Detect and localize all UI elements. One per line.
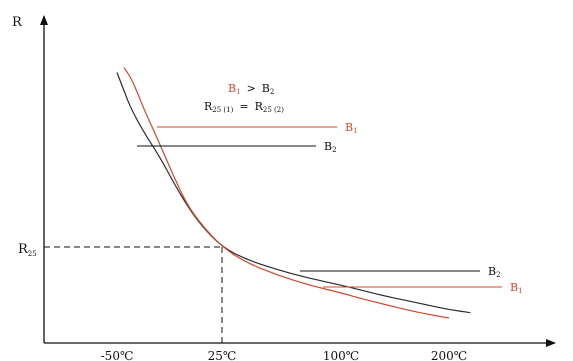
b2-upper-label: B2 <box>324 140 337 154</box>
b1-curve <box>123 67 450 319</box>
x-tick-labels: -50℃ 25℃ 100℃ 200℃ <box>101 349 468 361</box>
r25-label: R25 <box>18 242 37 258</box>
x-tick-label: 200℃ <box>431 349 467 361</box>
x-tick-label: -50℃ <box>101 349 134 361</box>
b1-greater-b2-annotation: B1 > B2 <box>228 82 274 96</box>
x-tick-label: 25℃ <box>208 349 237 361</box>
b1-lower-label: B1 <box>510 281 523 295</box>
y-axis-label: R <box>12 15 23 30</box>
b2-lower-label: B2 <box>488 265 501 279</box>
x-tick-label: 100℃ <box>323 349 359 361</box>
b1-upper-label: B1 <box>345 121 358 135</box>
r25-equal-annotation: R25 (1) = R25 (2) <box>204 100 284 114</box>
b2-curve <box>116 72 472 314</box>
